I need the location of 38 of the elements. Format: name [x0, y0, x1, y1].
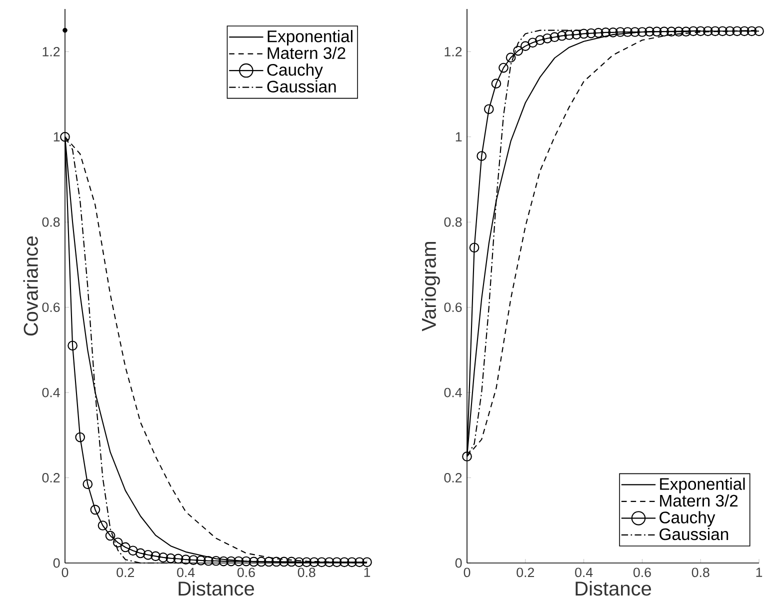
x-tick-label: 0.8 [298, 568, 316, 578]
legend-label: Cauchy [660, 511, 716, 527]
y-tick-label: 0.8 [42, 217, 60, 227]
y-tick-label: 1 [54, 132, 60, 142]
legend-label: Exponential [660, 478, 745, 494]
x-tick-label: 0.2 [116, 568, 134, 578]
x-tick-label: 0 [62, 568, 68, 578]
y-axis-title: Covariance [23, 236, 38, 336]
x-axis-title: Distance [576, 580, 652, 596]
y-tick-label: 1.2 [444, 46, 462, 56]
x-tick-label: 0.4 [575, 568, 593, 578]
x-tick-label: 0 [464, 568, 470, 578]
legend-label: Matern 3/2 [660, 494, 738, 507]
x-tick-label: 0.6 [237, 568, 255, 578]
legend-label: Matern 3/2 [268, 46, 346, 59]
x-axis-title: Distance [178, 580, 254, 596]
x-tick-label: 1 [756, 568, 762, 577]
legend-label: Exponential [268, 30, 352, 46]
y-tick-label: 0.6 [444, 302, 462, 312]
y-tick-label: 0 [455, 558, 462, 568]
x-tick-label: 0.8 [692, 568, 710, 578]
y-tick-label: 0.4 [444, 388, 462, 398]
x-tick-label: 1 [364, 568, 370, 577]
y-tick-label: 0.2 [444, 473, 462, 482]
legend-label: Cauchy [267, 63, 323, 80]
y-tick-label: 0.2 [42, 473, 60, 482]
x-tick-label: 0.2 [516, 568, 534, 578]
legend-label: Gaussian [660, 528, 728, 540]
y-tick-label: 0.6 [42, 302, 60, 312]
y-tick-label: 1.2 [42, 46, 60, 56]
x-tick-label: 0.6 [633, 568, 651, 578]
y-tick-label: 0 [53, 558, 60, 568]
y-axis-title: Variogram [421, 242, 440, 332]
legend-label: Gaussian [267, 80, 336, 92]
y-tick-label: 1 [456, 132, 462, 142]
y-tick-label: 0.8 [444, 217, 462, 227]
y-tick-label: 0.4 [42, 388, 60, 398]
x-tick-label: 0.4 [177, 568, 195, 578]
